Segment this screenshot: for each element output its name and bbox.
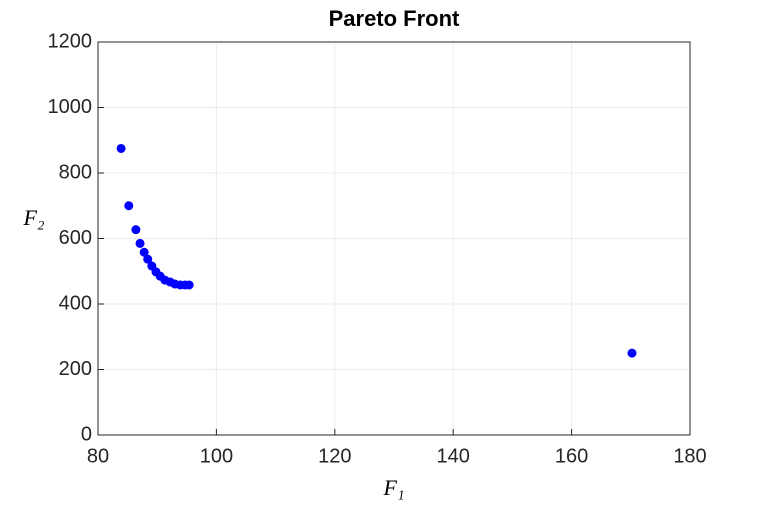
y-tick-label: 400 (59, 292, 92, 314)
y-tick-label: 200 (59, 358, 92, 380)
x-tick-label: 80 (87, 445, 109, 467)
y-tick-label: 1200 (48, 30, 93, 52)
point (143, 254, 153, 264)
x-axis-label: F₁ (382, 475, 404, 500)
y-tick-label: 1000 (48, 96, 93, 118)
x-tick-label: 180 (673, 445, 706, 467)
chart-title: Pareto Front (329, 6, 460, 31)
point (627, 348, 637, 358)
y-axis-label: F₂ (22, 205, 44, 230)
axes-box (97, 41, 691, 436)
x-tick-label: 100 (200, 445, 233, 467)
x-tick-label: 160 (555, 445, 588, 467)
y-tick-label: 800 (59, 161, 92, 183)
point (131, 225, 141, 235)
x-tick-label: 140 (437, 445, 470, 467)
point (139, 247, 149, 257)
point (124, 201, 134, 211)
point (135, 238, 145, 248)
point (116, 143, 126, 153)
x-tick-label: 120 (318, 445, 351, 467)
y-tick-label: 600 (59, 227, 92, 249)
point (184, 280, 194, 290)
y-tick-label: 0 (81, 423, 92, 445)
